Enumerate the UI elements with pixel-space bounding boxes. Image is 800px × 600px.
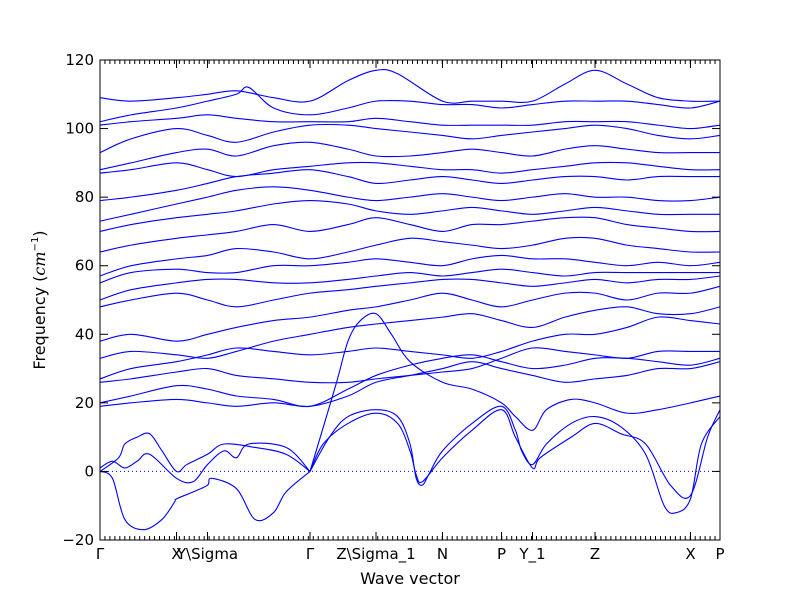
- band-line-9: [100, 347, 720, 384]
- band-line-14: [100, 268, 720, 301]
- y-tick-label: 60: [75, 257, 94, 275]
- x-tick-label: Z: [590, 545, 600, 563]
- plot-frame: [99, 59, 721, 541]
- band-line-19: [100, 186, 720, 222]
- band-line-24: [100, 114, 720, 130]
- x-tick-label: Z\Sigma_1: [336, 545, 415, 564]
- band-line-23: [100, 123, 720, 154]
- band-line-7: [100, 361, 720, 408]
- x-tick-label: P: [497, 545, 506, 563]
- band-line-16: [100, 236, 720, 277]
- x-tick-label: P: [715, 545, 724, 563]
- band-line-2: [100, 470, 311, 531]
- band-line-1: [100, 432, 311, 473]
- band-line-21: [100, 161, 720, 178]
- y-tick-label: 100: [65, 120, 94, 138]
- x-tick-label: Γ: [306, 545, 315, 563]
- band-line-26: [100, 68, 720, 104]
- y-tick-label: 0: [84, 462, 94, 480]
- band-line-13: [100, 275, 720, 308]
- y-axis-label: Frequency (cm−1): [30, 230, 49, 369]
- band-line-22: [100, 141, 720, 171]
- x-tick-label: Γ: [96, 545, 105, 563]
- band-line-17: [100, 216, 720, 253]
- y-tick-label: −20: [62, 531, 94, 549]
- band-lines: [100, 68, 720, 531]
- x-axis-label: Wave vector: [360, 569, 460, 588]
- band-line-12: [100, 285, 720, 342]
- x-tick-label: X: [171, 545, 181, 563]
- band-line-5: [309, 409, 720, 499]
- x-tick-label: X: [685, 545, 695, 563]
- band-line-18: [100, 200, 720, 232]
- band-line-25: [100, 86, 720, 123]
- x-tick-label: Y_1: [518, 545, 545, 564]
- y-tick-labels: −20 0 20 40 60 80 100 120: [62, 51, 94, 549]
- x-tick-label: Y\Sigma: [176, 545, 238, 563]
- y-tick-label: 120: [65, 51, 94, 69]
- y-tick-label: 20: [75, 394, 94, 412]
- band-line-15: [100, 254, 720, 284]
- band-line-20: [100, 169, 720, 202]
- band-line-3: [100, 442, 311, 484]
- band-line-11: [100, 306, 720, 359]
- x-tick-label: N: [437, 545, 448, 563]
- y-tick-label: 40: [75, 325, 94, 343]
- x-tick-labels: Γ XY\Sigma Γ Z\Sigma_1 N P Y_1 Z X P: [96, 545, 725, 564]
- band-line-10: [100, 316, 720, 380]
- band-line-6: [309, 312, 720, 472]
- y-tick-label: 80: [75, 188, 94, 206]
- band-line-4: [309, 405, 720, 515]
